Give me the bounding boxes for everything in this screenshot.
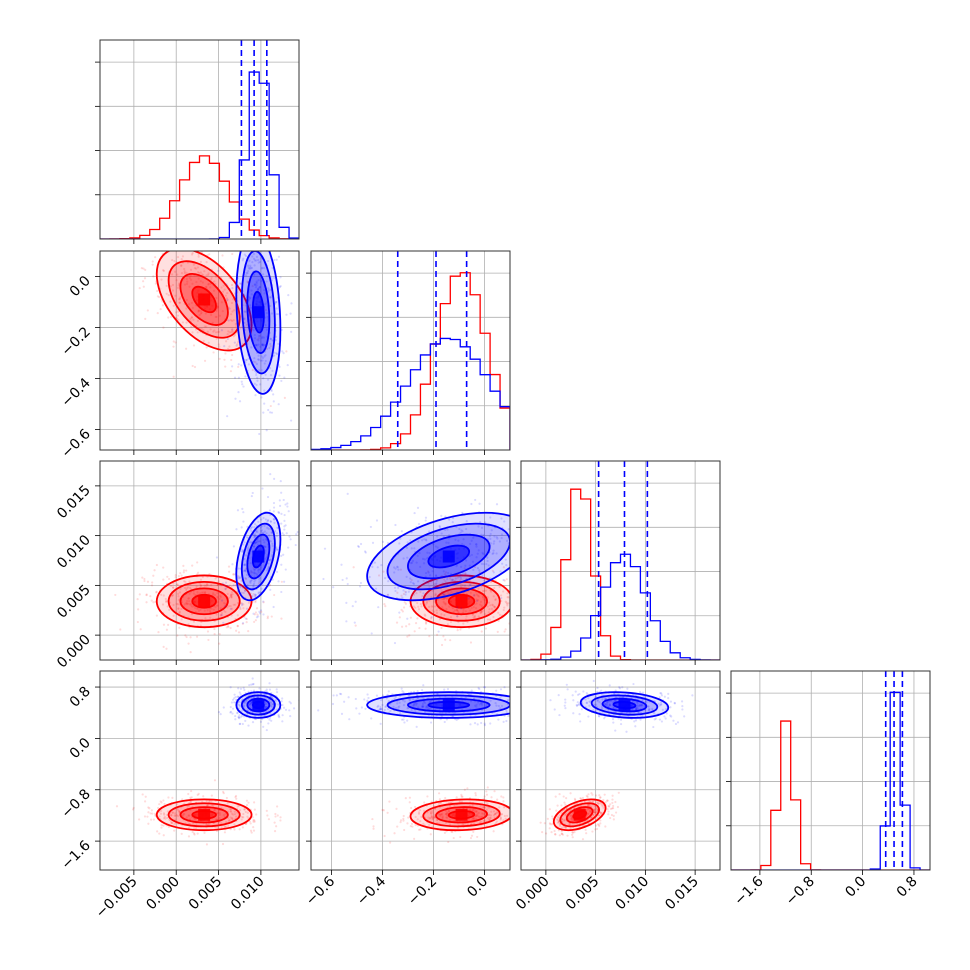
panel-frame [520,670,721,871]
scatter-panel-0-3: −0.005 0.000 0.005 0.010 −1.6 −0.8 0.0 0.8 [58,670,300,922]
x-tick-label: 0.000 [513,874,553,914]
histogram-series-b [731,691,930,870]
x-tick-label: 0.005 [186,874,226,914]
density-peak [455,808,468,821]
histogram-panel-2 [516,460,721,665]
density-peak [198,595,211,608]
density-peak [198,293,211,306]
density-peak [618,699,631,712]
histogram-series-b [100,71,299,239]
density-peak [455,595,468,608]
histogram-panel-0 [95,39,300,244]
x-tick-label: 0.005 [563,874,603,914]
x-tick-label: 0.010 [613,874,653,914]
panel-frame [99,250,300,451]
x-tick-label: −0.6 [303,873,338,908]
density-peak [442,699,455,712]
y-tick-label: −1.6 [58,838,93,873]
density-peak [198,808,211,821]
histogram-panel-1 [306,250,511,455]
x-tick-label: 0.8 [894,874,921,901]
panel-frame [730,670,931,871]
density-peak [252,306,265,319]
histogram-series-b [311,337,510,450]
y-tick-label: −0.8 [58,786,93,821]
density-peak [252,550,265,563]
panel-frame [520,460,721,661]
density-peak [573,808,586,821]
x-tick-label: 0.000 [143,874,183,914]
x-tick-label: 0.015 [662,874,702,914]
y-tick-label: 0.015 [54,482,94,522]
y-tick-label: −0.2 [58,324,93,359]
panel-frame [99,670,300,871]
y-tick-label: −0.4 [58,375,93,410]
y-tick-label: 0.0 [67,735,94,762]
x-tick-label: −0.2 [405,874,440,909]
x-tick-label: 0.010 [228,874,268,914]
x-tick-label: 0.0 [842,874,869,901]
panel-frame [99,460,300,661]
x-tick-label: −0.005 [93,874,141,922]
panel-frame [99,39,300,240]
histogram-series-b [521,553,720,660]
scatter-panel-0-2: 0.000 0.005 0.010 0.015 [54,460,300,672]
histogram-panel-3: −1.6 −0.8 0.0 0.8 [726,670,931,909]
density-peak [252,699,265,712]
histogram-series-a [100,155,299,239]
x-tick-label: −0.4 [354,873,389,908]
y-tick-label: 0.005 [54,582,94,622]
y-tick-label: −0.6 [58,426,93,461]
y-tick-label: 0.0 [67,273,94,300]
x-tick-label: −1.6 [731,873,766,908]
histogram-series-a [521,488,720,660]
density-peak [442,550,455,563]
x-tick-label: 0.0 [464,874,491,901]
scatter-panel-2-3: 0.000 0.005 0.010 0.015 [513,670,721,914]
x-tick-label: −0.8 [783,874,818,909]
scatter-panel-1-2 [306,460,511,665]
histogram-series-a [731,720,930,870]
panel-frame [310,460,511,661]
y-tick-label: 0.010 [54,532,94,572]
y-tick-label: 0.8 [67,684,94,711]
y-tick-label: 0.000 [54,632,94,672]
panel-frame [310,670,511,871]
panel-frame [310,250,511,451]
